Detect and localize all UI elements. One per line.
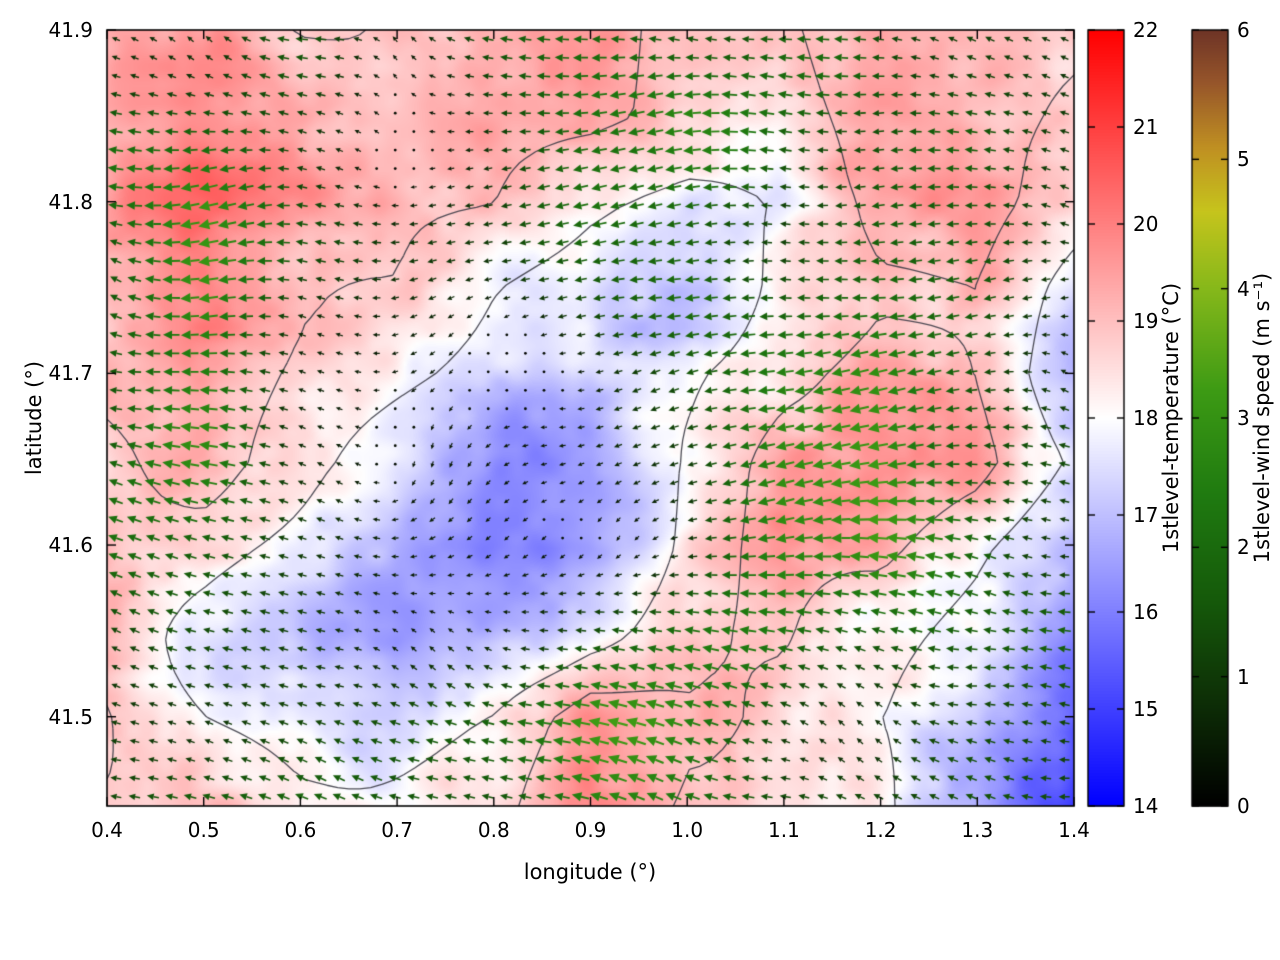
y-tick-label: 41.8 [48, 189, 93, 214]
x-tick-label: 1.1 [767, 818, 800, 842]
x-tick-label: 0.4 [91, 818, 123, 842]
y-tick-label: 41.7 [48, 361, 93, 386]
temperature-colorbar-label: 1stlevel-temperature (°C) [1159, 282, 1183, 554]
y-tick-label: 41.6 [48, 533, 93, 558]
x-tick-label: 0.7 [381, 818, 413, 842]
x-tick-label: 0.8 [477, 818, 510, 842]
wind-colorbar-tick-label: 2 [1237, 535, 1250, 560]
x-tick-label: 0.9 [574, 818, 607, 842]
wind-colorbar-tick-label: 1 [1237, 664, 1250, 689]
x-tick-label: 0.5 [187, 818, 220, 842]
temperature-colorbar-tick-label: 17 [1133, 503, 1159, 527]
temperature-colorbar-tick-label: 20 [1133, 212, 1159, 236]
x-tick-label: 1.3 [961, 818, 994, 842]
temperature-colorbar-tick-label: 22 [1133, 18, 1159, 42]
temperature-colorbar-tick-label: 18 [1133, 406, 1159, 430]
wind-colorbar-tick-label: 5 [1237, 147, 1250, 172]
x-tick-label: 1.2 [864, 818, 897, 842]
y-axis-label: latitude (°) [22, 360, 46, 476]
temperature-colorbar-tick-label: 16 [1133, 600, 1159, 624]
x-axis-label: longitude (°) [523, 860, 657, 884]
wind-colorbar-label: 1stlevel-wind speed (m s⁻¹) [1250, 272, 1274, 564]
temperature-colorbar-tick-label: 14 [1133, 794, 1159, 818]
x-tick-label: 1.4 [1058, 818, 1090, 842]
y-tick-label: 41.5 [48, 704, 93, 729]
wind-colorbar-tick-label: 3 [1237, 406, 1250, 430]
wind-colorbar-tick-label: 0 [1237, 794, 1250, 818]
temperature-colorbar-tick-label: 15 [1133, 697, 1159, 721]
wind-colorbar-tick-label: 4 [1237, 276, 1250, 301]
wind-colorbar-tick-label: 6 [1237, 18, 1250, 42]
x-tick-label: 1.0 [671, 818, 704, 842]
temperature-colorbar-tick-label: 21 [1133, 115, 1159, 139]
temperature-colorbar-tick-label: 19 [1133, 309, 1159, 333]
y-tick-label: 41.9 [48, 18, 93, 42]
x-tick-label: 0.6 [284, 818, 317, 842]
